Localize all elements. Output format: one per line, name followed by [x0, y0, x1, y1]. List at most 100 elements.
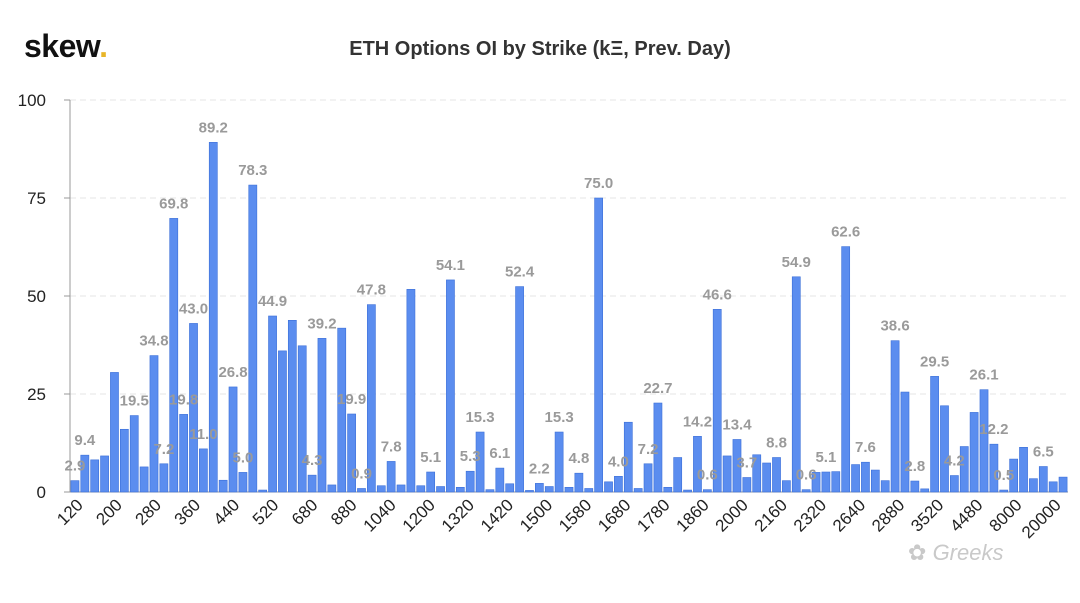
- bar: [920, 488, 930, 493]
- bar: [851, 464, 860, 493]
- bar: [614, 476, 623, 493]
- bar: [406, 289, 416, 493]
- bar: [989, 443, 999, 493]
- data-label: 5.0: [232, 449, 253, 466]
- data-label: 75.0: [584, 175, 613, 192]
- bar: [752, 454, 762, 493]
- bar: [940, 405, 949, 493]
- data-label: 9.4: [74, 432, 96, 449]
- bar: [80, 454, 90, 493]
- data-label: 13.4: [722, 416, 752, 433]
- data-label: 0.9: [351, 465, 372, 482]
- bar: [574, 472, 584, 493]
- bar: [564, 486, 574, 493]
- wechat-icon: ✿: [908, 540, 927, 565]
- bar: [525, 490, 534, 493]
- data-label: 3.7: [736, 454, 757, 471]
- data-label: 7.2: [638, 441, 659, 458]
- x-tick-label: 2640: [829, 495, 869, 535]
- x-tick-label: 880: [327, 495, 360, 528]
- bar: [426, 471, 436, 493]
- bar: [1038, 466, 1048, 493]
- data-label: 62.6: [831, 224, 860, 241]
- bar: [189, 323, 198, 493]
- bar: [594, 197, 603, 493]
- bar: [544, 486, 554, 493]
- x-tick-label: 3520: [907, 495, 947, 535]
- y-tick-label: 100: [18, 91, 46, 110]
- x-tick-label: 1200: [399, 495, 439, 535]
- data-label: 39.2: [307, 315, 336, 332]
- bar: [900, 391, 910, 493]
- data-label: 7.6: [855, 439, 876, 456]
- bar: [762, 462, 771, 493]
- data-label: 14.2: [683, 413, 712, 430]
- bar: [505, 483, 515, 493]
- bar: [535, 483, 544, 493]
- bar: [169, 218, 179, 493]
- bar: [782, 480, 791, 493]
- x-tick-label: 4480: [946, 495, 986, 535]
- x-tick-label: 2320: [790, 495, 830, 535]
- bar: [623, 421, 633, 493]
- data-label: 78.3: [238, 162, 267, 179]
- bar: [801, 489, 811, 493]
- bar: [485, 489, 495, 493]
- bar: [693, 436, 702, 493]
- bar: [307, 474, 317, 493]
- bar: [149, 355, 159, 493]
- data-label: 4.3: [302, 452, 323, 469]
- data-label: 4.8: [568, 450, 589, 467]
- bar: [930, 376, 939, 493]
- bar: [327, 484, 337, 493]
- bar: [357, 488, 366, 493]
- x-tick-label: 2000: [712, 495, 752, 535]
- bar: [791, 276, 801, 493]
- skew-logo: skew.: [24, 28, 108, 65]
- data-label: 5.1: [815, 449, 836, 466]
- bar: [950, 475, 959, 493]
- bar: [880, 480, 890, 493]
- bar: [979, 389, 989, 493]
- data-label: 26.1: [969, 367, 998, 384]
- bar: [604, 481, 613, 493]
- data-label: 54.9: [782, 254, 811, 271]
- x-tick-label: 2160: [751, 495, 791, 535]
- bar: [861, 461, 870, 493]
- bar: [297, 345, 307, 493]
- data-label: 4.0: [608, 453, 629, 470]
- data-label: 11.0: [189, 426, 217, 443]
- bar: [683, 489, 692, 493]
- bar: [179, 414, 188, 493]
- x-tick-label: 1420: [477, 495, 517, 535]
- bar: [129, 415, 139, 493]
- data-label: 5.1: [420, 449, 441, 466]
- bar: [732, 439, 742, 493]
- data-label: 15.3: [545, 409, 574, 426]
- x-tick-label: 20000: [1018, 495, 1065, 542]
- bar: [396, 484, 406, 493]
- data-label: 46.6: [703, 286, 732, 303]
- bar: [821, 471, 831, 493]
- bar: [515, 286, 524, 493]
- data-label: 44.9: [258, 293, 287, 310]
- x-tick-label: 200: [92, 495, 125, 528]
- bar: [110, 372, 119, 493]
- bar: [455, 486, 465, 493]
- data-label: 6.5: [1033, 444, 1054, 461]
- data-label: 52.4: [505, 264, 535, 281]
- bar: [890, 340, 900, 493]
- data-label: 34.8: [139, 333, 168, 350]
- bar: [376, 485, 386, 493]
- x-tick-label: 1040: [360, 495, 400, 535]
- x-tick-label: 1320: [438, 495, 478, 535]
- bar: [100, 455, 109, 493]
- bar: [248, 184, 258, 493]
- bar: [702, 489, 712, 493]
- bar: [347, 413, 356, 493]
- bar: [337, 327, 347, 493]
- logo-text: skew: [24, 28, 100, 64]
- bar: [287, 320, 297, 493]
- data-label: 29.5: [920, 353, 949, 370]
